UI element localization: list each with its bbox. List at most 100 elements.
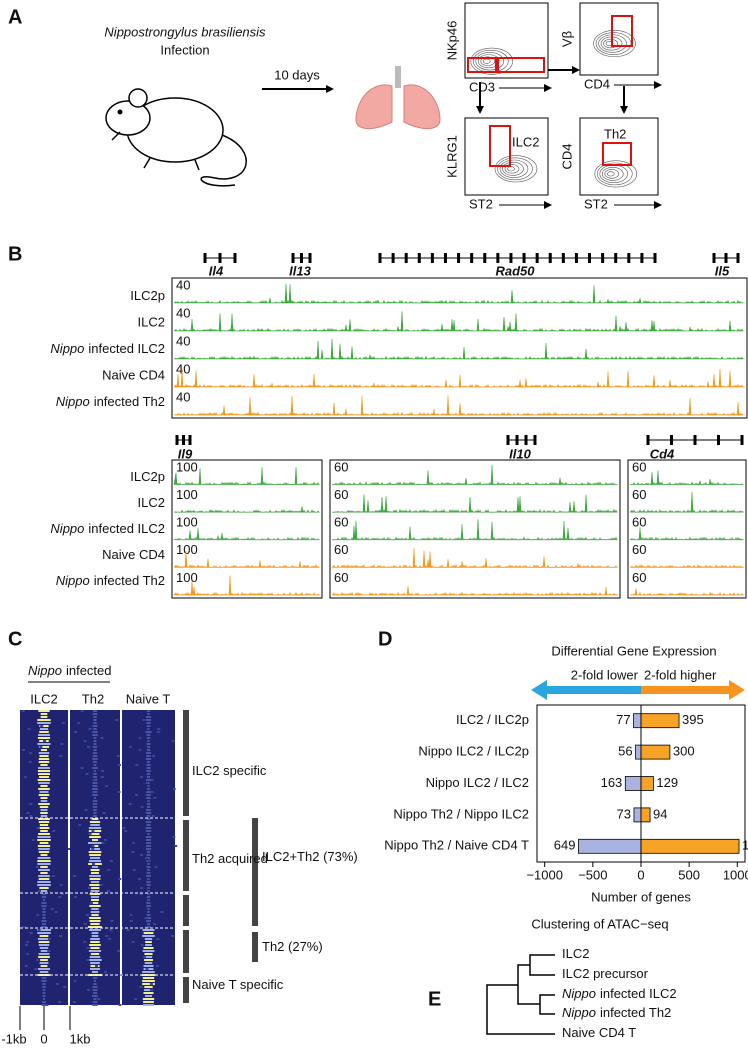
y-axis-label: CD4: [559, 143, 574, 169]
exon: [188, 435, 192, 445]
heatmap-cell: [147, 860, 151, 862]
heatmap-cell: [144, 938, 153, 940]
heatmap-cell: [172, 836, 176, 838]
text-part: Naive CD4: [102, 368, 165, 383]
heatmap-cell: [146, 746, 151, 748]
exon: [506, 435, 510, 445]
heatmap-cell: [92, 1004, 98, 1006]
heatmap-cell: [89, 968, 101, 970]
leaf-label: ILC2 precursor: [562, 966, 649, 981]
heatmap-cell: [139, 986, 143, 988]
heatmap-cell: [147, 911, 150, 913]
heatmap-cell: [90, 848, 100, 850]
exon: [588, 253, 592, 263]
heatmap-cell: [149, 983, 153, 985]
value-label: 129: [656, 775, 678, 790]
heatmap-cell: [105, 935, 109, 937]
arrow-head: [544, 84, 552, 92]
heatmap-cell: [107, 890, 111, 892]
bar: [640, 713, 680, 729]
heatmap-cell: [40, 965, 48, 967]
heatmap-cell: [40, 959, 48, 961]
panel-label: E: [428, 988, 441, 1010]
bar: [624, 776, 642, 791]
text-part: Naive CD4: [102, 547, 165, 562]
heatmap-cell: [146, 857, 151, 859]
heatmap-cell: [145, 845, 152, 847]
heatmap-cell: [91, 872, 99, 874]
exon: [670, 435, 673, 445]
heatmap-cell: [84, 809, 88, 811]
heatmap-cell: [115, 719, 119, 721]
exon: [717, 435, 720, 445]
track-label: ILC2: [138, 495, 165, 510]
x-tick-label: −500: [578, 867, 607, 882]
heatmap-cell: [45, 1004, 49, 1006]
category-label: Nippo ILC2 / ILC2: [426, 775, 529, 790]
heatmap-cell: [145, 839, 152, 841]
heatmap-cell: [38, 833, 50, 835]
heatmap-cell: [88, 830, 102, 832]
heatmap-cell: [146, 866, 151, 868]
heatmap-cell: [37, 722, 51, 724]
heatmap-cell: [145, 809, 152, 811]
heatmap-cell: [88, 728, 92, 730]
heatmap-cell: [39, 842, 49, 844]
heatmap-cell: [95, 965, 99, 967]
heatmap-cell: [41, 902, 47, 904]
heatmap-cell: [93, 737, 97, 739]
heatmap-cell: [91, 845, 95, 847]
x-axis-label: CD4: [584, 76, 610, 91]
mouse-tail: [200, 134, 247, 187]
heatmap-cell: [88, 842, 102, 844]
bar: [633, 807, 642, 823]
heatmap-cell: [39, 806, 49, 808]
heatmap-cell: [145, 920, 152, 922]
exon: [640, 253, 644, 263]
heatmap-cell: [41, 1004, 47, 1006]
heatmap-cell: [38, 782, 50, 784]
heatmap-cell: [93, 722, 97, 724]
heatmap-cell: [90, 953, 100, 955]
heatmap-cell: [92, 710, 98, 712]
heatmap-cell: [89, 854, 101, 856]
bar: [635, 744, 642, 760]
heatmap-cell: [107, 869, 111, 871]
heatmap-cell: [35, 866, 39, 868]
heatmap-cell: [128, 803, 132, 805]
heatmap-cell: [92, 788, 98, 790]
text-part: infected Th2: [600, 1005, 671, 1020]
category-label: Nippo Th2 / Naive CD4 T: [384, 838, 529, 853]
italic-part: Nippo: [28, 663, 62, 678]
signal-track: [629, 527, 744, 541]
heatmap-cell: [89, 905, 101, 907]
heatmap-cell: [92, 791, 98, 793]
exon: [515, 435, 519, 445]
scale-label: 40: [176, 305, 190, 320]
mouse-head: [105, 100, 151, 136]
heatmap-cell: [91, 932, 99, 934]
heatmap-cell: [146, 773, 151, 775]
heatmap-cell: [151, 815, 155, 817]
heatmap-cell: [145, 848, 152, 850]
heatmap-cell: [146, 770, 151, 772]
heatmap-cell: [38, 953, 50, 955]
heatmap-cell: [39, 776, 49, 778]
heatmap-cell: [42, 989, 46, 991]
track-label: Nippo infected Th2: [56, 394, 165, 409]
heatmap-cell: [40, 797, 48, 799]
category-label: Nippo ILC2 / ILC2p: [418, 744, 529, 759]
heatmap-cell: [140, 806, 144, 808]
heatmap-cell: [38, 788, 50, 790]
heatmap-cell: [142, 977, 155, 979]
heatmap-cell: [63, 986, 67, 988]
organism: Nippostrongylus brasiliensis: [104, 24, 266, 39]
heatmap-cell: [26, 812, 30, 814]
arrow-head: [654, 201, 662, 209]
contour: [605, 41, 614, 47]
heatmap-cell: [91, 848, 95, 850]
exon: [740, 435, 744, 445]
exon: [574, 253, 578, 263]
heatmap-cell: [145, 752, 152, 754]
heatmap-cell: [89, 836, 101, 838]
